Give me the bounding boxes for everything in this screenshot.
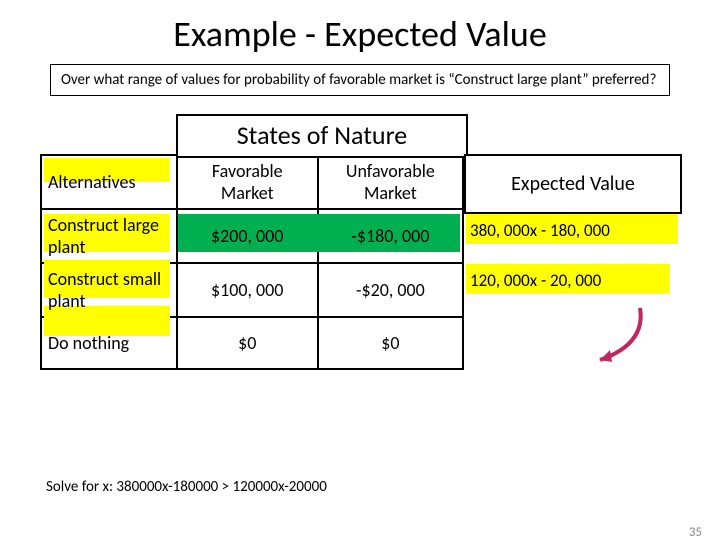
cell-small-fav: $100, 000 xyxy=(177,263,318,317)
slide-title: Example - Expected Value xyxy=(0,12,720,56)
cell-small-unfav: -$20, 000 xyxy=(318,263,463,317)
col-favorable: Favorable Market xyxy=(177,155,318,209)
states-of-nature-header: States of Nature xyxy=(176,114,468,158)
cell-nothing-fav: $0 xyxy=(177,317,318,369)
expected-value-header: Expected Value xyxy=(464,154,682,214)
ev-small: 120, 000x - 20, 000 xyxy=(470,270,601,291)
cell-nothing-unfav: $0 xyxy=(318,317,463,369)
solve-equation: Solve for x: 380000x-180000 > 120000x-20… xyxy=(46,478,327,496)
page-number: 35 xyxy=(689,525,702,540)
annotation-arrow xyxy=(580,304,660,374)
question-box: Over what range of values for probabilit… xyxy=(50,64,670,96)
ev-large: 380, 000x - 180, 000 xyxy=(470,220,610,241)
col-unfavorable: Unfavorable Market xyxy=(318,155,463,209)
